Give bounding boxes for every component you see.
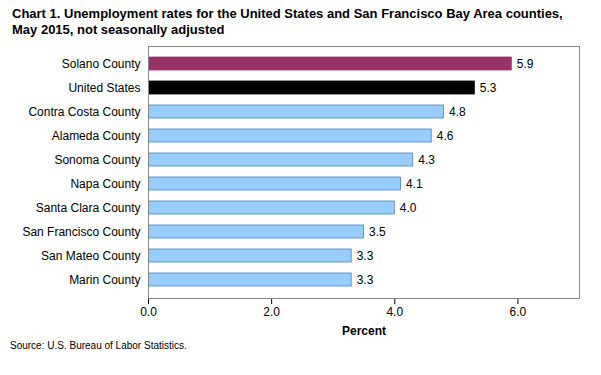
- svg-text:Santa Clara County: Santa Clara County: [36, 201, 141, 215]
- svg-text:5.3: 5.3: [480, 81, 497, 95]
- svg-text:3.5: 3.5: [369, 225, 386, 239]
- svg-text:3.3: 3.3: [357, 273, 374, 287]
- svg-text:4.6: 4.6: [437, 129, 454, 143]
- svg-text:4.0: 4.0: [386, 305, 403, 319]
- svg-text:Contra Costa County: Contra Costa County: [28, 105, 140, 119]
- svg-text:Marin County: Marin County: [69, 273, 140, 287]
- svg-text:3.3: 3.3: [357, 249, 374, 263]
- svg-text:6.0: 6.0: [510, 305, 527, 319]
- svg-text:Alameda County: Alameda County: [52, 129, 141, 143]
- svg-text:San Mateo County: San Mateo County: [41, 249, 140, 263]
- html-text:Chart 1. Unemployment rates fo: Chart 1. Unemployment rates for the Unit…: [12, 6, 563, 37]
- svg-text:United States: United States: [68, 81, 140, 95]
- svg-text:2.0: 2.0: [263, 305, 280, 319]
- svg-text:Solano County: Solano County: [62, 57, 141, 71]
- svg-text:0.0: 0.0: [140, 305, 157, 319]
- svg-text:4.1: 4.1: [406, 177, 423, 191]
- svg-text:4.8: 4.8: [449, 105, 466, 119]
- html-text:Source: U.S. Bureau of Labor S: Source: U.S. Bureau of Labor Statistics.: [10, 340, 187, 351]
- svg-text:4.0: 4.0: [400, 201, 417, 215]
- svg-text:San Francisco County: San Francisco County: [22, 225, 140, 239]
- svg-text:5.9: 5.9: [517, 57, 534, 71]
- svg-text:4.3: 4.3: [418, 153, 435, 167]
- svg-text:Percent: Percent: [342, 324, 386, 338]
- svg-text:Napa County: Napa County: [70, 177, 140, 191]
- svg-text:Sonoma County: Sonoma County: [54, 153, 140, 167]
